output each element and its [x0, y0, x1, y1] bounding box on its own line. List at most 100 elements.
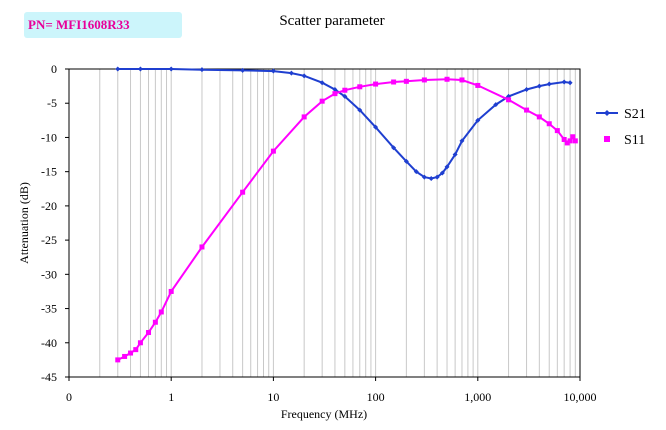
data-point [567, 80, 573, 86]
data-point [342, 87, 348, 93]
data-point [554, 128, 560, 134]
data-point [572, 138, 578, 144]
series-layer [115, 66, 578, 363]
chart-title: Scatter parameter [279, 13, 385, 29]
data-point [199, 67, 205, 73]
data-point [319, 98, 325, 104]
data-point [421, 174, 427, 180]
data-point [357, 84, 363, 90]
data-point [152, 319, 158, 325]
data-point [391, 145, 397, 151]
data-point [319, 80, 325, 86]
data-point [137, 66, 143, 72]
legend-marker [604, 110, 610, 116]
data-point [546, 121, 552, 127]
data-point [115, 66, 121, 72]
x-axis-ticks: 0 1 10 100 1,000 10,000 [66, 377, 597, 404]
y-tick-label: -20 [41, 199, 57, 213]
data-point [524, 107, 530, 113]
data-point [342, 93, 348, 99]
data-point [475, 82, 481, 88]
data-point [444, 164, 450, 170]
data-point [332, 87, 338, 93]
series-line-s11 [117, 78, 577, 361]
y-tick-label: -35 [41, 302, 57, 316]
series-line-s21 [117, 68, 571, 180]
data-point [570, 134, 576, 140]
x-tick-label: 1 [168, 390, 174, 404]
data-point [428, 176, 434, 182]
data-point [122, 353, 128, 359]
data-point [561, 136, 567, 142]
data-point [403, 158, 409, 164]
data-point [536, 114, 542, 120]
data-point [199, 244, 205, 250]
series-s21 [115, 66, 573, 182]
data-point [373, 124, 379, 130]
y-axis-title: Attenuation (dB) [17, 182, 31, 264]
data-point [332, 91, 338, 97]
data-point [421, 77, 427, 83]
data-point [439, 170, 445, 176]
part-number-label: PN= MFI1608R33 [24, 12, 182, 38]
data-point [506, 97, 512, 103]
data-point [168, 288, 174, 294]
plot-frame [68, 68, 581, 378]
data-point [391, 79, 397, 85]
data-point [137, 340, 143, 346]
data-point [168, 66, 174, 72]
data-point [434, 174, 440, 180]
x-axis-title: Frequency (MHz) [281, 407, 367, 421]
data-point [524, 87, 530, 93]
data-point [493, 102, 499, 108]
data-point [444, 76, 450, 82]
x-tick-label: 100 [367, 390, 385, 404]
data-point [373, 81, 379, 87]
y-tick-label: -5 [47, 96, 57, 110]
data-point [452, 152, 458, 158]
data-point [270, 148, 276, 154]
y-tick-label: -40 [41, 336, 57, 350]
legend-label: S21 [624, 107, 646, 122]
data-point [270, 68, 276, 74]
data-point [146, 330, 152, 336]
data-point [288, 70, 294, 76]
data-point [128, 350, 134, 356]
data-point [413, 169, 419, 175]
legend: S21 S11 [596, 107, 646, 148]
x-tick-label: 0 [66, 390, 72, 404]
data-point [561, 79, 567, 85]
legend-marker [604, 136, 610, 142]
data-point [301, 114, 307, 120]
data-point [240, 189, 246, 195]
grid-lines [99, 69, 576, 377]
data-point [567, 138, 573, 144]
data-point [564, 140, 570, 146]
y-axis-ticks: 0 -5 -10 -15 -20 -25 -30 -35 -40 -45 [41, 62, 69, 384]
data-point [301, 73, 307, 79]
data-point [475, 117, 481, 123]
y-tick-label: -10 [41, 130, 57, 144]
y-tick-label: -15 [41, 165, 57, 179]
x-tick-label: 10 [267, 390, 279, 404]
y-tick-label: -45 [41, 370, 57, 384]
series-s11 [115, 76, 578, 363]
data-point [536, 83, 542, 89]
data-point [240, 67, 246, 73]
data-point [403, 78, 409, 84]
data-point [357, 107, 363, 113]
x-tick-label: 1,000 [464, 390, 491, 404]
data-point [133, 347, 139, 353]
x-tick-label: 10,000 [564, 390, 597, 404]
data-point [158, 309, 164, 315]
data-point [546, 81, 552, 87]
y-tick-label: 0 [51, 62, 57, 76]
data-point [459, 77, 465, 83]
legend-item: S11 [604, 133, 645, 148]
data-point [115, 357, 121, 363]
legend-label: S11 [624, 133, 645, 148]
y-tick-label: -30 [41, 267, 57, 281]
data-point [459, 138, 465, 144]
legend-item: S21 [596, 107, 646, 122]
